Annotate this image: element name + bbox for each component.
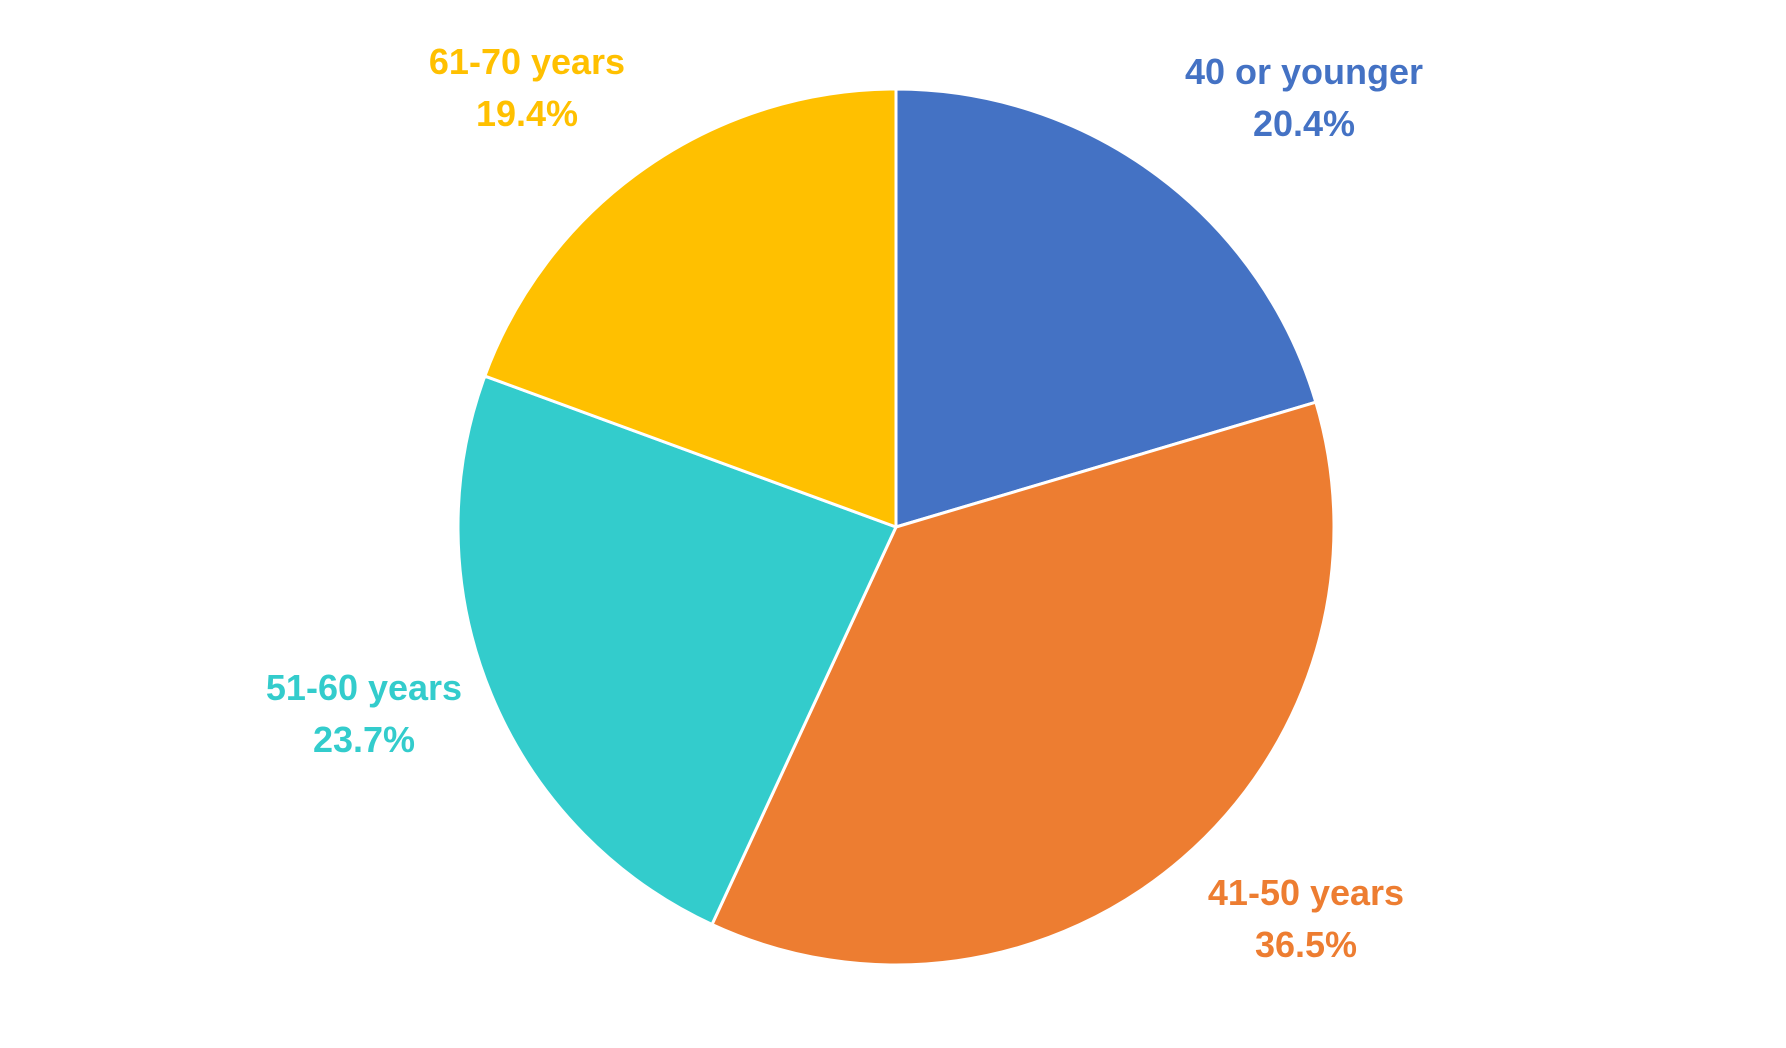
slice-labels: 40 or younger 20.4% 41-50 years 36.5% 51-60 … bbox=[266, 41, 1423, 965]
pie-slice-41-50-years bbox=[710, 400, 1336, 967]
pie-slice-61-70-years bbox=[483, 87, 898, 529]
slice-label-51-60-years: 51-60 years 23.7% bbox=[266, 667, 462, 760]
slice-value-label: 36.5% bbox=[1255, 924, 1357, 965]
slice-label-40-or-younger: 40 or younger 20.4% bbox=[1185, 51, 1423, 144]
slice-value-label: 20.4% bbox=[1253, 103, 1355, 144]
slice-label-41-50-years: 41-50 years 36.5% bbox=[1208, 872, 1404, 965]
slice-category-label: 61-70 years bbox=[429, 41, 625, 82]
slice-label-61-70-years: 61-70 years 19.4% bbox=[429, 41, 625, 134]
pie-slice-51-60-years bbox=[456, 374, 898, 926]
slice-value-label: 23.7% bbox=[313, 719, 415, 760]
pie-slice-40-or-younger bbox=[894, 87, 1318, 529]
slice-value-label: 19.4% bbox=[476, 93, 578, 134]
pie-slices bbox=[456, 87, 1336, 967]
slice-category-label: 40 or younger bbox=[1185, 51, 1423, 92]
slice-category-label: 51-60 years bbox=[266, 667, 462, 708]
slice-category-label: 41-50 years bbox=[1208, 872, 1404, 913]
